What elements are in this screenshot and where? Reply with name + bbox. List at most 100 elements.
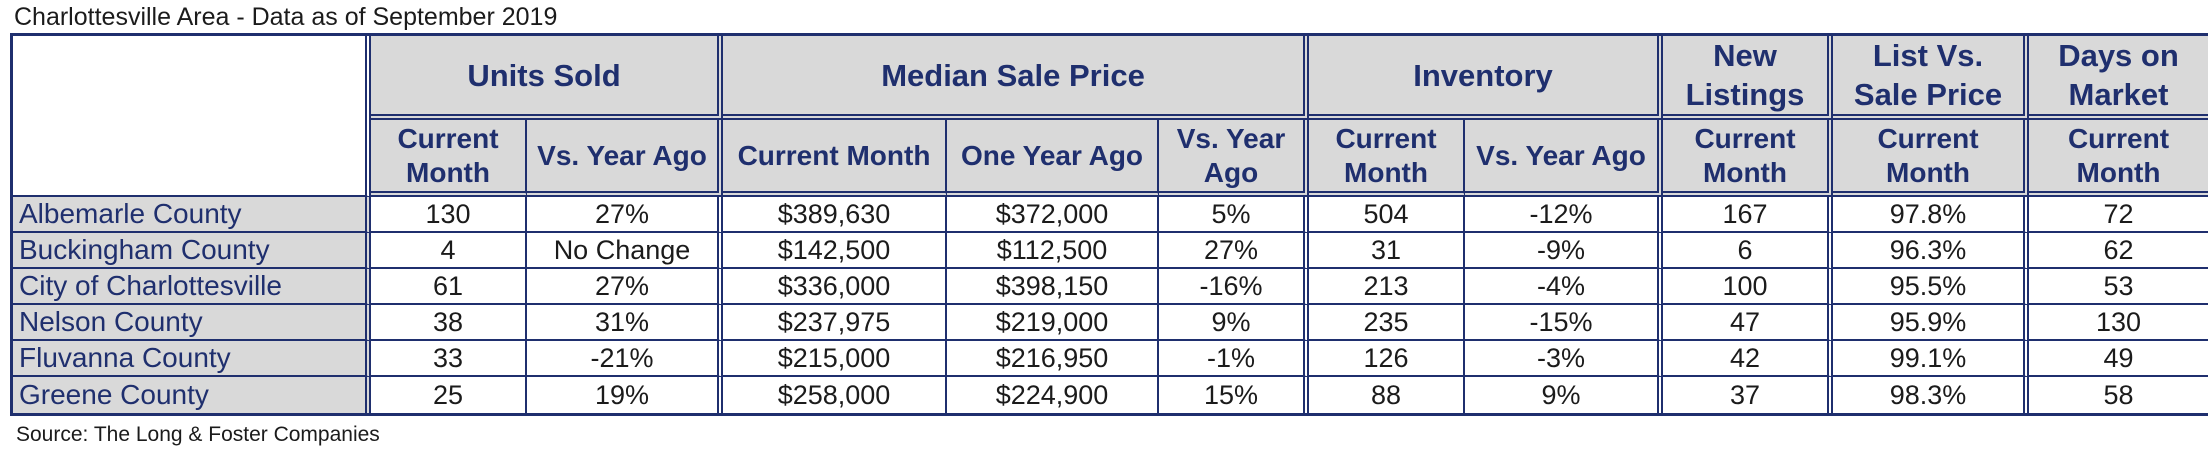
cell-units-vs-year-ago: 27% xyxy=(527,269,723,305)
county-name: Greene County xyxy=(13,377,371,413)
cell-median-price: $215,000 xyxy=(723,341,947,377)
header-line: Month xyxy=(406,156,490,188)
header-line: Month xyxy=(1886,156,1970,188)
cell-units-sold: 130 xyxy=(371,197,527,233)
cell-price-vs-year-ago: -1% xyxy=(1159,341,1309,377)
cell-new-listings: 6 xyxy=(1663,233,1833,269)
cell-price-one-year-ago: $112,500 xyxy=(947,233,1159,269)
cell-list-vs-sale-price: 98.3% xyxy=(1833,377,2029,413)
subheader-list-vs-sale-current-month: Current Month xyxy=(1833,120,2029,197)
group-header-new-listings: New Listings xyxy=(1663,36,1833,120)
cell-days-on-market: 49 xyxy=(2029,341,2208,377)
cell-inventory-vs-year-ago: -3% xyxy=(1465,341,1663,377)
page-title: Charlottesville Area - Data as of Septem… xyxy=(14,3,558,31)
cell-new-listings: 42 xyxy=(1663,341,1833,377)
table-row: City of Charlottesville 61 27% $336,000 … xyxy=(13,269,2208,305)
header-line: Current xyxy=(2067,122,2170,154)
cell-inventory-vs-year-ago: -9% xyxy=(1465,233,1663,269)
header-line: Days on xyxy=(2058,38,2179,73)
header-line: Current xyxy=(1335,122,1437,154)
market-data-table: Units Sold Median Sale Price Inventory N… xyxy=(10,33,2208,416)
header-line: Ago xyxy=(1203,156,1259,188)
county-name: City of Charlottesville xyxy=(13,269,371,305)
county-name: Nelson County xyxy=(13,305,371,341)
county-name: Buckingham County xyxy=(13,233,371,269)
subheader-new-listings-current-month: Current Month xyxy=(1663,120,1833,197)
cell-list-vs-sale-price: 97.8% xyxy=(1833,197,2029,233)
cell-days-on-market: 72 xyxy=(2029,197,2208,233)
county-name: Fluvanna County xyxy=(13,341,371,377)
subheader-units-vs-year-ago: Vs. Year Ago xyxy=(527,120,723,197)
cell-inventory: 213 xyxy=(1309,269,1465,305)
cell-units-vs-year-ago: -21% xyxy=(527,341,723,377)
cell-inventory: 88 xyxy=(1309,377,1465,413)
subheader-units-current-month: Current Month xyxy=(371,120,527,197)
group-header-list-vs-sale-price: List Vs. Sale Price xyxy=(1833,36,2029,120)
cell-inventory: 504 xyxy=(1309,197,1465,233)
cell-inventory-vs-year-ago: -4% xyxy=(1465,269,1663,305)
cell-inventory-vs-year-ago: -12% xyxy=(1465,197,1663,233)
county-name: Albemarle County xyxy=(13,197,371,233)
subheader-price-vs-year-ago: Vs. Year Ago xyxy=(1159,120,1309,197)
cell-price-one-year-ago: $372,000 xyxy=(947,197,1159,233)
cell-new-listings: 167 xyxy=(1663,197,1833,233)
cell-price-vs-year-ago: 15% xyxy=(1159,377,1309,413)
header-line: Market xyxy=(2068,77,2169,112)
cell-price-vs-year-ago: -16% xyxy=(1159,269,1309,305)
cell-inventory: 126 xyxy=(1309,341,1465,377)
header-line: Sale Price xyxy=(1853,77,2003,112)
subheader-price-current-month: Current Month xyxy=(723,120,947,197)
subheader-inventory-vs-year-ago: Vs. Year Ago xyxy=(1465,120,1663,197)
cell-price-vs-year-ago: 5% xyxy=(1159,197,1309,233)
cell-units-sold: 4 xyxy=(371,233,527,269)
subheader-days-on-market-current-month: Current Month xyxy=(2029,120,2208,197)
cell-units-vs-year-ago: No Change xyxy=(527,233,723,269)
table-row: Buckingham County 4 No Change $142,500 $… xyxy=(13,233,2208,269)
cell-inventory: 235 xyxy=(1309,305,1465,341)
header-line: List Vs. xyxy=(1872,38,1984,73)
header-line: Month xyxy=(1344,156,1428,188)
table-row: Albemarle County 130 27% $389,630 $372,0… xyxy=(13,197,2208,233)
cell-inventory-vs-year-ago: 9% xyxy=(1465,377,1663,413)
cell-price-vs-year-ago: 27% xyxy=(1159,233,1309,269)
header-line: Current xyxy=(1877,122,1979,154)
cell-units-sold: 61 xyxy=(371,269,527,305)
header-line: Listings xyxy=(1685,77,1805,112)
cell-days-on-market: 58 xyxy=(2029,377,2208,413)
cell-list-vs-sale-price: 95.9% xyxy=(1833,305,2029,341)
cell-units-vs-year-ago: 19% xyxy=(527,377,723,413)
cell-median-price: $336,000 xyxy=(723,269,947,305)
group-header-median-sale-price: Median Sale Price xyxy=(723,36,1309,120)
cell-price-one-year-ago: $219,000 xyxy=(947,305,1159,341)
cell-median-price: $237,975 xyxy=(723,305,947,341)
cell-new-listings: 37 xyxy=(1663,377,1833,413)
group-header-units-sold: Units Sold xyxy=(371,36,723,120)
cell-price-one-year-ago: $224,900 xyxy=(947,377,1159,413)
header-line: New xyxy=(1713,38,1777,73)
cell-median-price: $142,500 xyxy=(723,233,947,269)
cell-inventory: 31 xyxy=(1309,233,1465,269)
cell-list-vs-sale-price: 95.5% xyxy=(1833,269,2029,305)
cell-days-on-market: 130 xyxy=(2029,305,2208,341)
header-line: Vs. Year xyxy=(1176,122,1286,154)
group-header-inventory: Inventory xyxy=(1309,36,1663,120)
cell-price-vs-year-ago: 9% xyxy=(1159,305,1309,341)
cell-units-sold: 33 xyxy=(371,341,527,377)
corner-cell xyxy=(13,36,371,197)
cell-inventory-vs-year-ago: -15% xyxy=(1465,305,1663,341)
cell-median-price: $258,000 xyxy=(723,377,947,413)
cell-units-sold: 38 xyxy=(371,305,527,341)
cell-days-on-market: 62 xyxy=(2029,233,2208,269)
cell-units-sold: 25 xyxy=(371,377,527,413)
header-line: Month xyxy=(1703,156,1787,188)
header-line: Current xyxy=(1694,122,1796,154)
subheader-price-one-year-ago: One Year Ago xyxy=(947,120,1159,197)
cell-price-one-year-ago: $216,950 xyxy=(947,341,1159,377)
cell-price-one-year-ago: $398,150 xyxy=(947,269,1159,305)
table-row: Nelson County 38 31% $237,975 $219,000 9… xyxy=(13,305,2208,341)
cell-list-vs-sale-price: 96.3% xyxy=(1833,233,2029,269)
table-row: Greene County 25 19% $258,000 $224,900 1… xyxy=(13,377,2208,413)
cell-units-vs-year-ago: 31% xyxy=(527,305,723,341)
cell-units-vs-year-ago: 27% xyxy=(527,197,723,233)
cell-new-listings: 47 xyxy=(1663,305,1833,341)
